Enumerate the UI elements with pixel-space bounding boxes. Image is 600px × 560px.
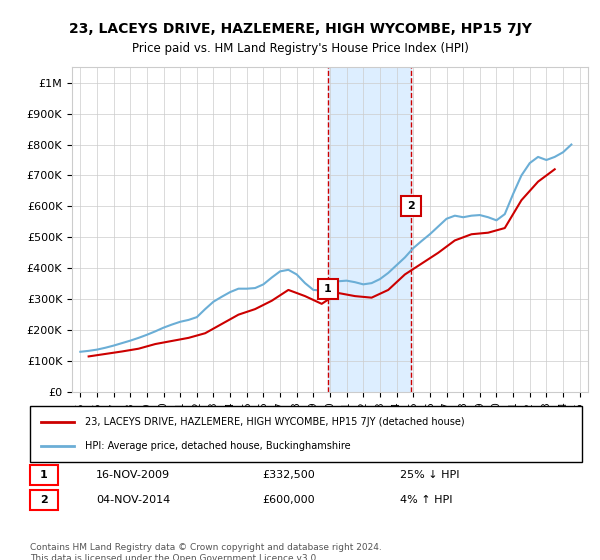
FancyBboxPatch shape [30, 465, 58, 484]
Text: £600,000: £600,000 [262, 495, 314, 505]
Text: Contains HM Land Registry data © Crown copyright and database right 2024.
This d: Contains HM Land Registry data © Crown c… [30, 543, 382, 560]
Text: 4% ↑ HPI: 4% ↑ HPI [400, 495, 452, 505]
Text: £332,500: £332,500 [262, 470, 314, 479]
Text: 25% ↓ HPI: 25% ↓ HPI [400, 470, 460, 479]
Text: 23, LACEYS DRIVE, HAZLEMERE, HIGH WYCOMBE, HP15 7JY (detached house): 23, LACEYS DRIVE, HAZLEMERE, HIGH WYCOMB… [85, 417, 465, 427]
Text: 2: 2 [407, 202, 415, 212]
FancyBboxPatch shape [30, 406, 582, 462]
Text: 23, LACEYS DRIVE, HAZLEMERE, HIGH WYCOMBE, HP15 7JY: 23, LACEYS DRIVE, HAZLEMERE, HIGH WYCOMB… [68, 22, 532, 36]
Text: HPI: Average price, detached house, Buckinghamshire: HPI: Average price, detached house, Buck… [85, 441, 351, 451]
Text: 1: 1 [324, 284, 332, 294]
FancyBboxPatch shape [30, 489, 58, 510]
Text: 1: 1 [40, 470, 47, 479]
Text: 04-NOV-2014: 04-NOV-2014 [96, 495, 170, 505]
Text: Price paid vs. HM Land Registry's House Price Index (HPI): Price paid vs. HM Land Registry's House … [131, 42, 469, 55]
Bar [328, 67, 410, 392]
Text: 16-NOV-2009: 16-NOV-2009 [96, 470, 170, 479]
Text: 2: 2 [40, 495, 47, 505]
